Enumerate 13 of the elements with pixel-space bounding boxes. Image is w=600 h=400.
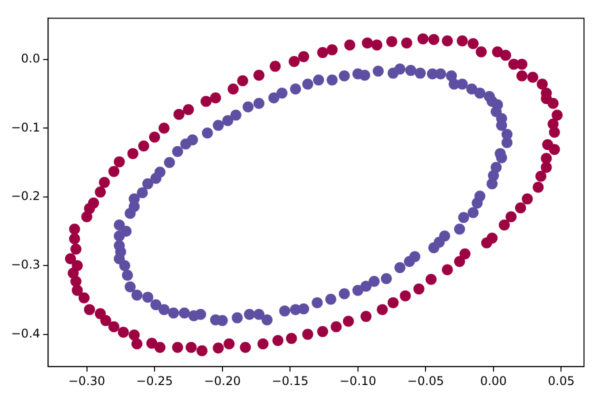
y-tick-label: −0.2: [11, 188, 40, 203]
x-tick-label: 0.05: [548, 374, 575, 388]
x-tick-label: −0.25: [136, 374, 173, 388]
x-tick-label: 0.00: [480, 374, 507, 388]
y-tick-label: −0.3: [11, 258, 40, 272]
y-tick-label: 0.0: [21, 52, 40, 66]
x-tick-label: −0.10: [340, 374, 376, 388]
y-tick-label: −0.4: [11, 326, 40, 340]
x-tick-label: −0.20: [204, 374, 241, 388]
y-tick-label: −0.1: [11, 120, 40, 134]
x-tick-label: −0.30: [68, 374, 106, 388]
x-tick-label: −0.05: [407, 374, 444, 388]
x-tick-label: −0.15: [272, 374, 308, 388]
